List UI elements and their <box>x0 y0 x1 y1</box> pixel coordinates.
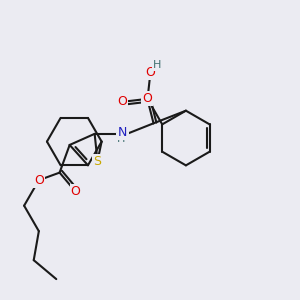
Text: O: O <box>34 174 44 187</box>
Text: O: O <box>146 66 155 79</box>
Text: O: O <box>142 92 152 105</box>
Text: O: O <box>71 185 81 198</box>
Text: O: O <box>118 95 128 108</box>
Text: N: N <box>118 126 128 139</box>
Text: H: H <box>116 134 125 144</box>
Text: S: S <box>94 154 101 167</box>
Text: H: H <box>153 60 161 70</box>
